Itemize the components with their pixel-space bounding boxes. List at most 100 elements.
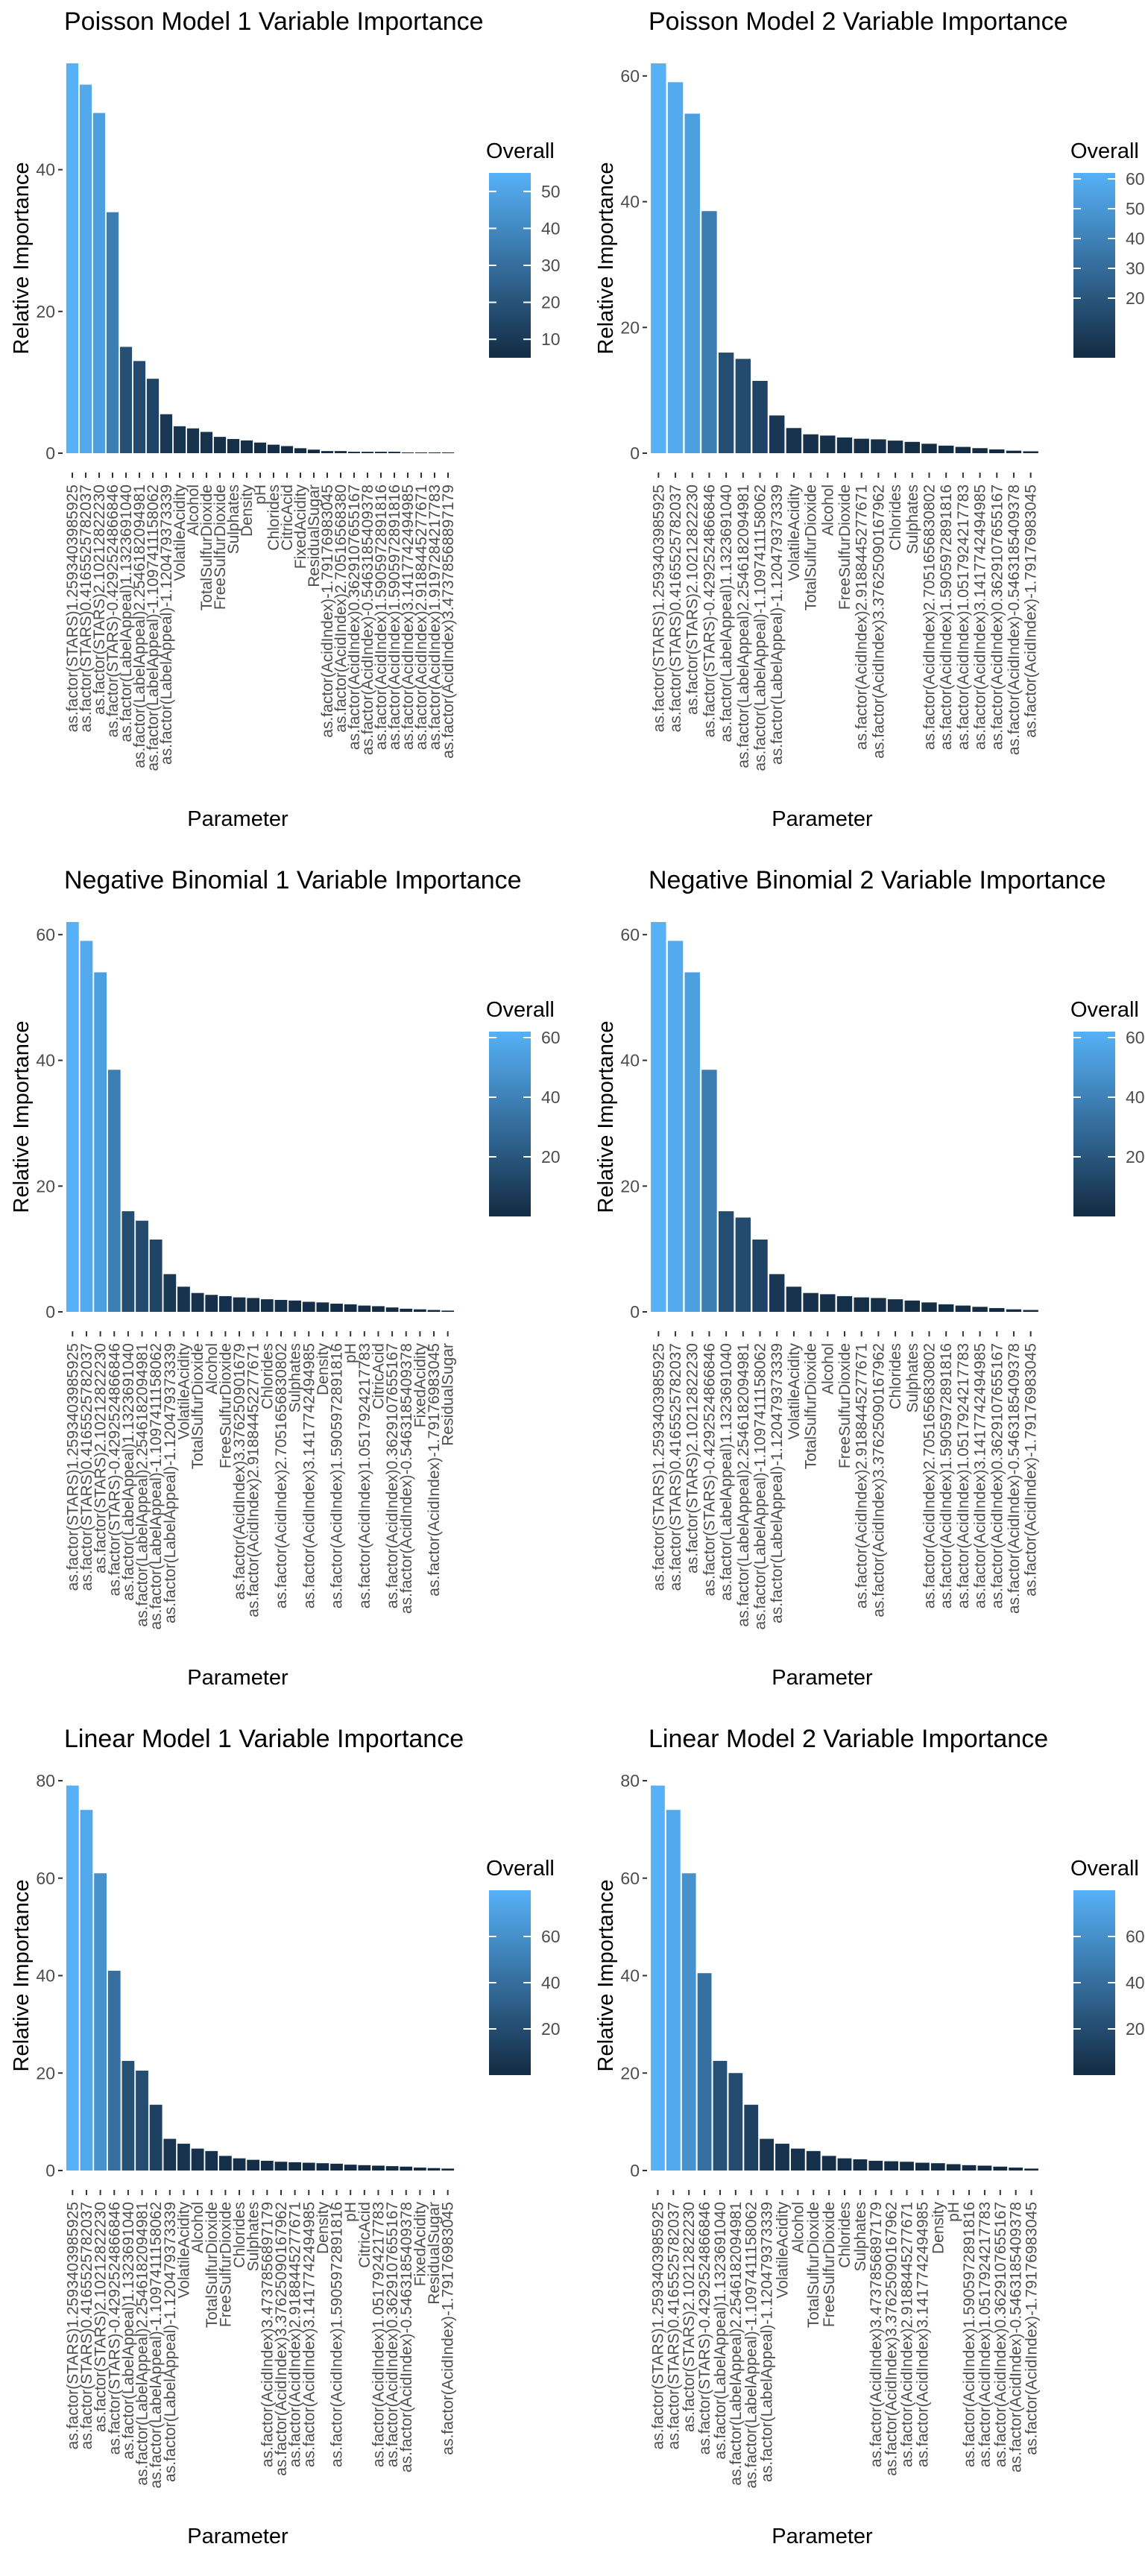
bar-11 [205,2150,218,2171]
x-tick-label: VolatileAcidity [774,2202,791,2299]
y-tick-label: 60 [620,1869,640,1888]
x-tick-label: Chlorides [265,484,283,551]
x-tick-label: as.factor(AcidIndex)3.1417742494985 [400,484,417,750]
x-tick-label: as.factor(STARS)0.4165525782037 [78,2202,95,2449]
y-tick-label: 40 [36,160,55,180]
bar-17 [900,2162,914,2171]
bar-29 [441,452,455,453]
x-tick-label: as.factor(AcidIndex)-0.5463185409378 [1006,484,1023,755]
x-tick-label: Sulphates [245,2202,262,2271]
bar-21 [989,449,1005,453]
y-axis-label: Relative Importance [10,1021,34,1213]
bar-8 [163,1274,177,1312]
x-tick-label: as.factor(AcidIndex)2.91884452277671 [245,1343,262,1617]
x-tick-label: FreeSulfurDioxide [217,2202,234,2327]
x-tick-label: as.factor(AcidIndex)0.3629107655167 [992,2202,1009,2467]
bar-2 [667,941,684,1312]
x-tick-label: as.factor(AcidIndex)3.4737856897179 [259,2202,276,2467]
legend-colorbar [489,1032,531,1216]
x-tick-label: as.factor(AcidIndex)3.1417742494985 [972,484,989,750]
x-tick-label: as.factor(AcidIndex)1.5905972891816 [938,484,955,750]
x-tick-label: as.factor(LabelAppeal)2.2546182094981 [131,484,148,768]
bar-11 [806,2150,821,2171]
x-tick-label: FreeSulfurDioxide [836,1343,854,1468]
x-tick-label: as.factor(AcidIndex)3.37625090167962 [870,484,887,759]
x-tick-label: Chlorides [887,1343,904,1409]
y-tick-label: 80 [620,1771,640,1790]
x-tick-label: as.factor(AcidIndex)2.7051656830802 [921,484,938,750]
bar-16 [904,441,920,453]
x-tick-label: as.factor(LabelAppeal)-1.120479373339 [759,2202,776,2482]
bar-28 [441,1310,455,1312]
legend-tick-label: 20 [541,293,561,312]
bar-24 [385,2166,399,2171]
bar-14 [871,1298,886,1312]
x-tick-label: pH [945,2202,962,2222]
legend-tick-label: 30 [1126,259,1145,278]
y-tick-label: 20 [36,1176,55,1196]
x-tick-label: Density [315,2202,332,2255]
chart-title: Poisson Model 2 Variable Importance [649,7,1068,36]
x-tick-label: as.factor(AcidIndex)3.1417742494985 [300,1343,318,1609]
x-tick-label: as.factor(AcidIndex)0.3629107655167 [346,484,363,750]
bar-24 [1009,2168,1023,2171]
legend-tick-label: 40 [541,1973,561,1992]
x-tick-label: Alcohol [789,2202,807,2253]
legend-title: Overall [1070,139,1139,163]
bar-5 [718,1211,734,1312]
bar-25 [388,452,401,453]
x-tick-label: as.factor(LabelAppeal)1.1323691040 [120,2202,137,2460]
bar-7 [146,379,160,453]
x-tick-label: as.factor(AcidIndex)-1.79176983045 [440,2202,457,2455]
x-tick-label: as.factor(LabelAppeal)1.1323691040 [718,484,735,742]
y-tick-label: 40 [620,1966,640,1986]
x-tick-label: Density [315,1343,332,1396]
x-tick-label: as.factor(AcidIndex)3.37625090167962 [273,2202,290,2476]
bar-21 [344,1304,357,1312]
y-axis-label: Relative Importance [10,162,34,355]
bar-5 [718,353,734,453]
bar-10 [790,2148,805,2171]
bar-5 [122,2060,135,2171]
legend-tick-label: 20 [1126,1147,1145,1167]
bar-2 [667,82,684,453]
bar-13 [227,438,240,453]
x-tick-label: VolatileAcidity [175,2202,192,2299]
x-tick-label: as.factor(STARS)-0.4292524866846 [696,2202,713,2455]
bar-5 [713,2060,728,2171]
x-tick-label: as.factor(AcidIndex)2.70516568380 [332,484,350,733]
chart-panel-3: Negative Binomial 1 Variable Importance R… [10,866,561,1690]
x-tick-label: TotalSulfurDioxide [198,484,215,610]
bar-23 [361,452,374,453]
bar-23 [1023,1310,1038,1312]
y-tick-label: 40 [620,1051,640,1070]
x-tick-label: as.factor(LabelAppeal)-1.120479373339 [162,1343,179,1623]
bar-13 [854,438,869,453]
bar-14 [247,1298,260,1312]
bar-11 [820,1294,836,1312]
x-tick-label: as.factor(STARS)-0.4292524866846 [106,1343,123,1596]
x-tick-label: as.factor(STARS)1.2593403985925 [64,2202,81,2449]
bar-14 [871,439,886,453]
x-tick-label: as.factor(AcidIndex)1.0517924217783 [955,484,972,750]
y-axis-label: Relative Importance [594,1880,618,2072]
bar-4 [697,1973,712,2171]
bar-17 [921,1302,937,1312]
bar-21 [989,1307,1005,1312]
bar-10 [803,434,818,453]
legend-tick-label: 60 [1126,1028,1145,1047]
legend-tick-label: 40 [541,218,561,238]
bar-16 [274,1299,288,1312]
y-tick-label: 40 [36,1966,55,1986]
x-tick-label: as.factor(AcidIndex)3.1417742494985 [972,1343,989,1609]
chart-panel-4: Negative Binomial 2 Variable Importance R… [594,866,1145,1690]
x-axis-label: Parameter [772,1666,873,1690]
bar-6 [728,2073,743,2171]
bar-14 [247,2159,260,2171]
bar-27 [427,1310,441,1312]
x-tick-label: as.factor(LabelAppeal)1.1323691040 [118,484,135,742]
x-tick-label: Alcohol [819,1343,836,1395]
bar-14 [853,2159,868,2171]
bar-21 [344,2165,357,2171]
bar-12 [219,1295,232,1312]
